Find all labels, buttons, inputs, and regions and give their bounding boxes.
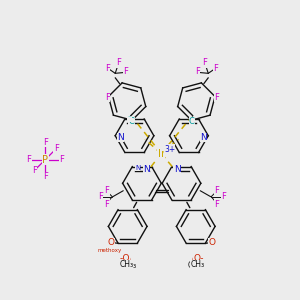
Text: F: F: [104, 200, 109, 208]
Text: F: F: [214, 200, 219, 208]
Text: N: N: [135, 165, 140, 171]
Text: F: F: [195, 67, 200, 76]
Text: F: F: [43, 172, 48, 181]
Text: N: N: [174, 164, 180, 173]
Text: methoxy: methoxy: [97, 248, 122, 253]
Text: 3+: 3+: [164, 145, 175, 154]
Text: F: F: [105, 93, 110, 102]
Text: O-: O-: [192, 256, 202, 265]
Text: CH₃: CH₃: [187, 260, 201, 269]
Text: F: F: [27, 155, 32, 164]
Text: CH₃: CH₃: [119, 260, 133, 269]
Text: CH₃: CH₃: [190, 260, 204, 269]
Text: ⁻: ⁻: [128, 116, 131, 122]
Text: N: N: [200, 133, 207, 142]
Text: -O: -O: [122, 256, 132, 265]
Text: C: C: [189, 117, 195, 126]
Text: CH₃: CH₃: [123, 260, 137, 269]
Text: Ir: Ir: [158, 148, 165, 159]
Text: F: F: [98, 192, 103, 201]
Text: N: N: [117, 133, 124, 142]
Text: F: F: [104, 186, 109, 195]
Text: C: C: [129, 117, 134, 126]
Text: F: F: [213, 64, 218, 74]
Text: F: F: [202, 58, 207, 68]
Text: F: F: [59, 155, 64, 164]
Text: F: F: [123, 67, 128, 76]
Text: O: O: [108, 238, 115, 247]
Text: -O: -O: [119, 254, 130, 263]
Text: N: N: [143, 164, 150, 173]
Text: F: F: [54, 144, 58, 153]
Text: P: P: [42, 154, 48, 164]
Text: F: F: [105, 64, 110, 74]
Text: F: F: [116, 58, 121, 68]
Text: O: O: [208, 238, 216, 247]
Text: F: F: [214, 186, 219, 195]
Text: F: F: [43, 138, 48, 147]
Text: F: F: [221, 192, 226, 201]
Text: O-: O-: [194, 254, 204, 263]
Text: F: F: [32, 166, 37, 175]
Text: F: F: [214, 93, 219, 102]
